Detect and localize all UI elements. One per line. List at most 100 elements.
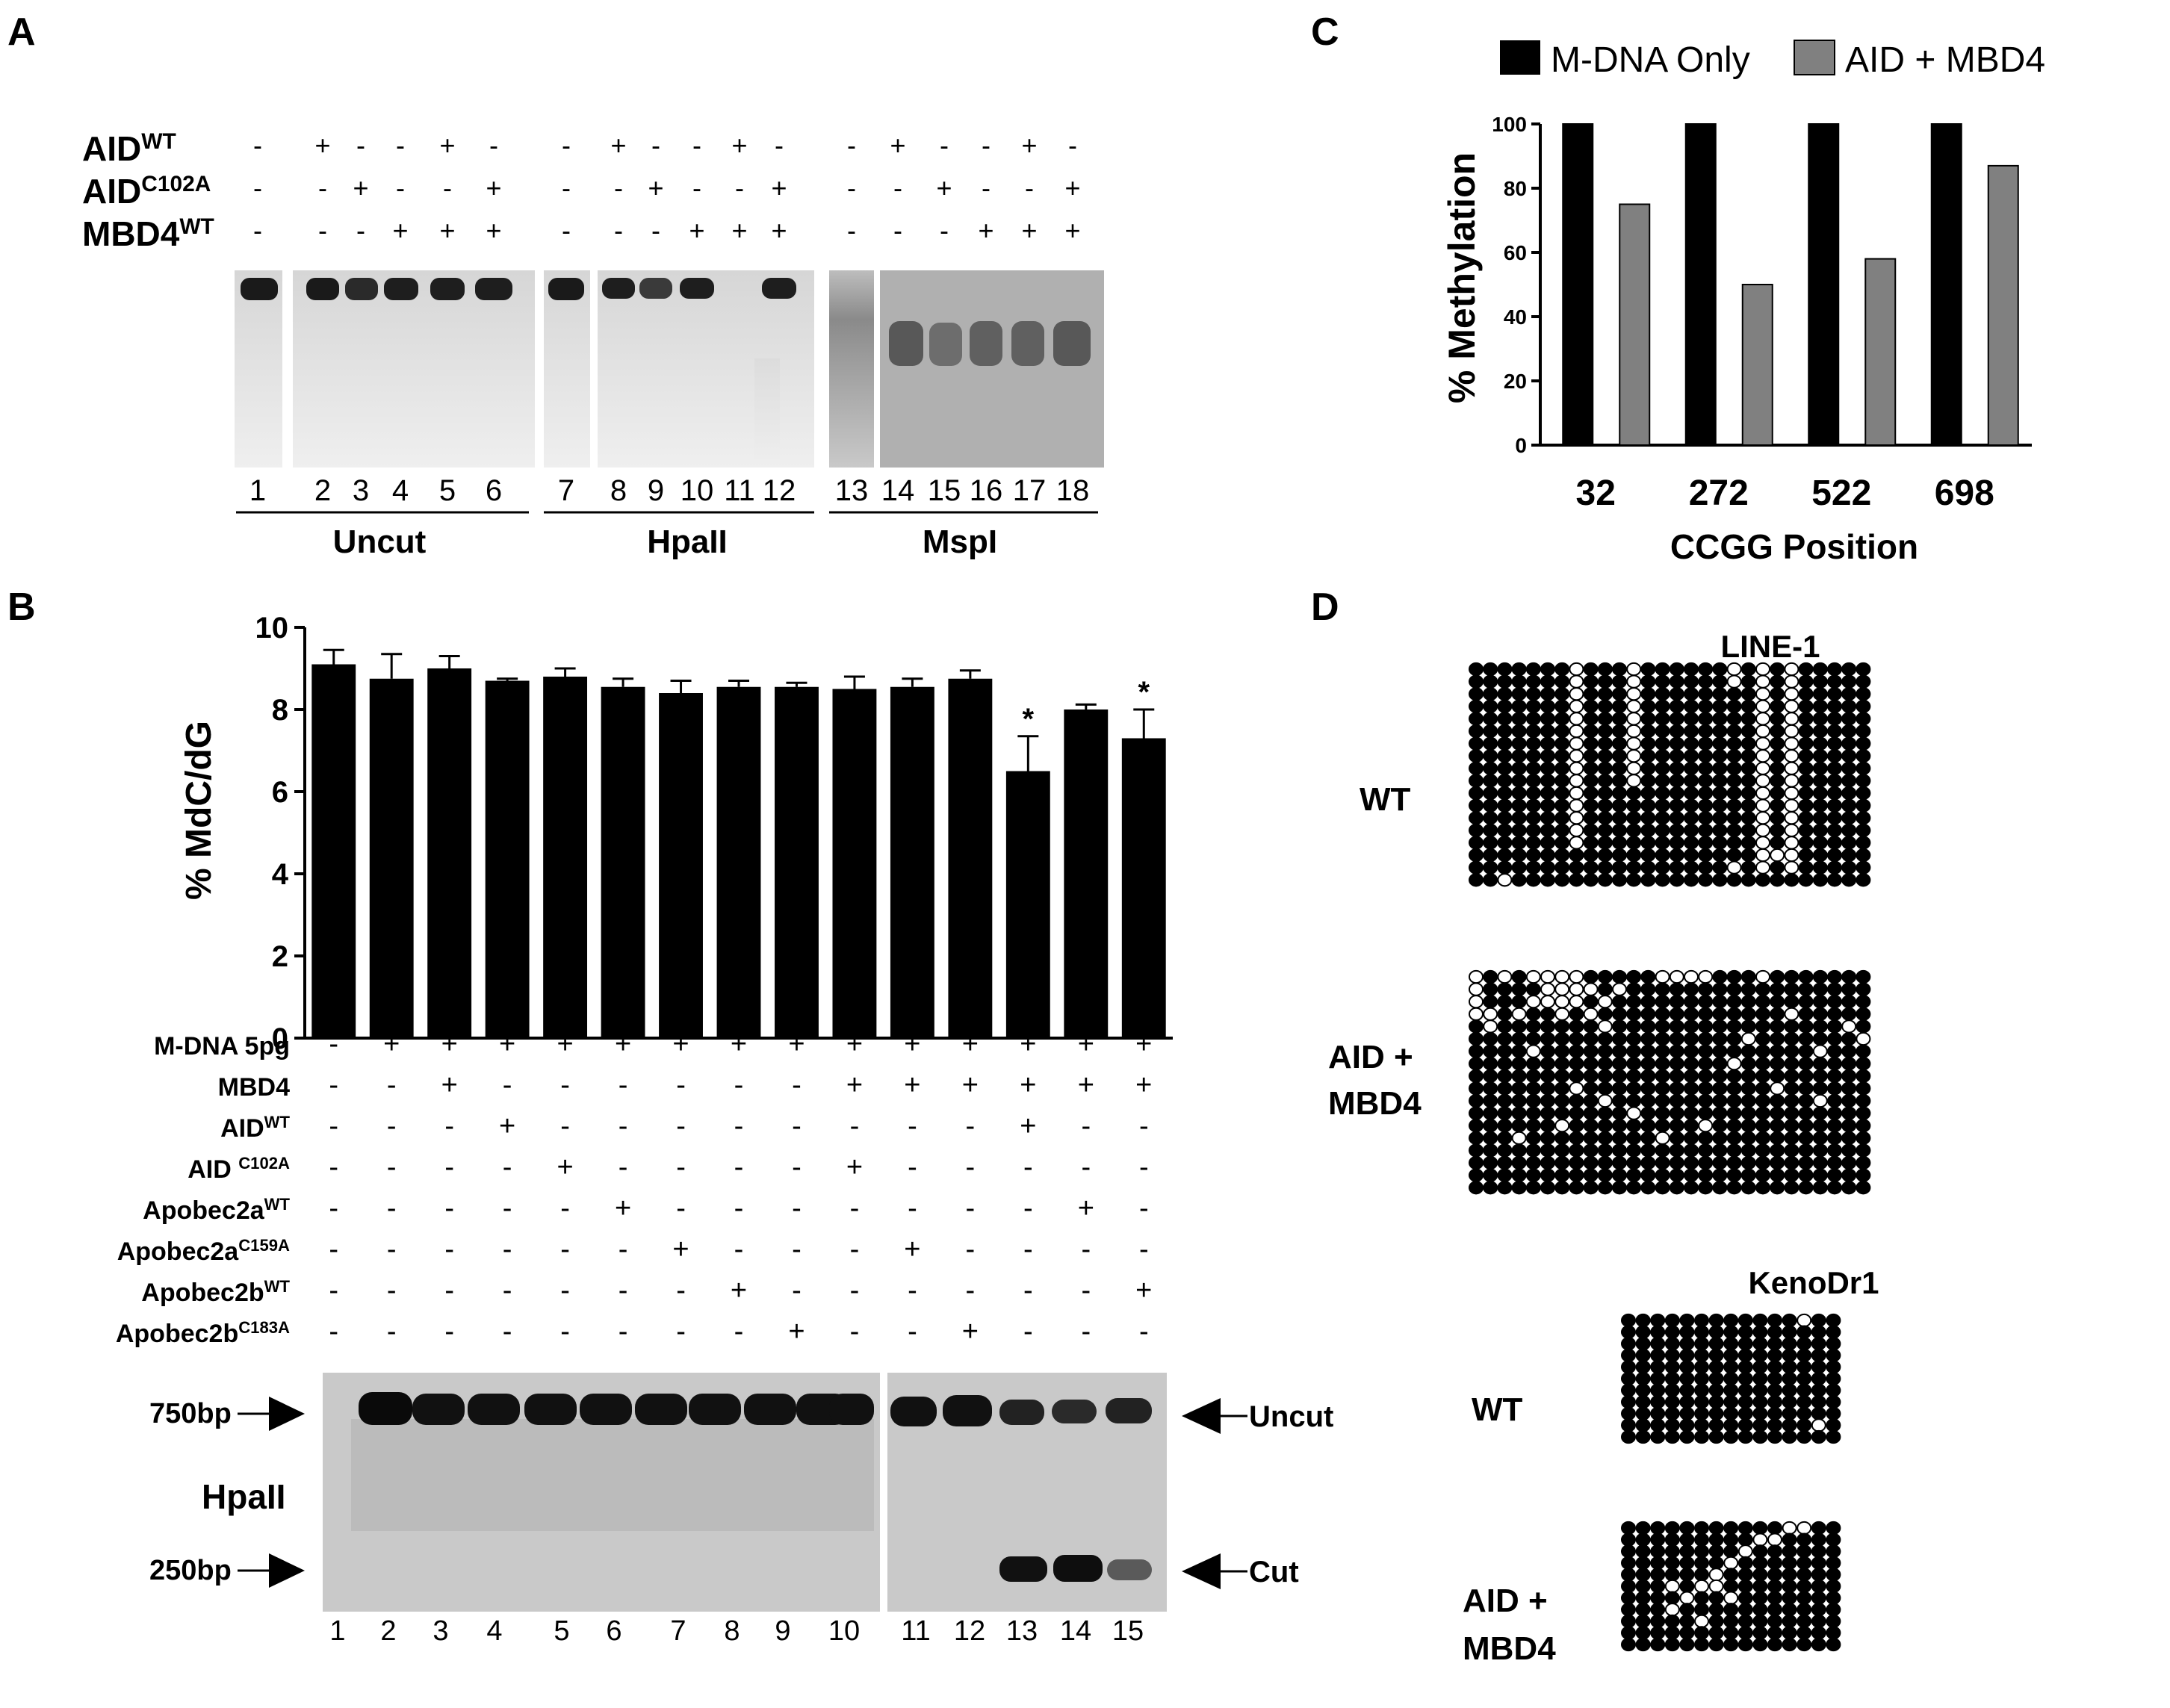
panel-b-sign: - (444, 1193, 454, 1224)
methylated-cpg (1612, 1155, 1627, 1170)
methylated-cpg (1797, 1418, 1812, 1432)
methylated-cpg (1684, 811, 1699, 825)
methylated-cpg (1540, 1168, 1555, 1182)
panel-b-sign: - (966, 1234, 976, 1265)
methylated-cpg (1497, 1019, 1513, 1034)
methylated-cpg (1597, 786, 1613, 801)
methylated-cpg (1740, 848, 1756, 863)
methylated-cpg (1684, 786, 1699, 801)
methylated-cpg (1812, 873, 1828, 887)
methylated-cpg (1511, 1031, 1527, 1046)
methylated-cpg (1650, 1418, 1666, 1432)
methylated-cpg (1621, 1637, 1636, 1652)
panel-b-sign: - (676, 1111, 686, 1142)
methylated-cpg (1612, 848, 1627, 863)
methylated-cpg (1612, 724, 1627, 739)
methylated-cpg (1640, 873, 1656, 887)
unmethylated-cpg (1755, 687, 1770, 701)
methylated-cpg (1597, 1119, 1613, 1133)
panel-c-bars: 32 272 522 698 (1562, 123, 2019, 513)
methylated-cpg (1841, 786, 1857, 801)
methylated-cpg (1726, 982, 1742, 996)
unmethylated-cpg (1626, 674, 1642, 689)
methylated-cpg (1812, 761, 1828, 775)
methylated-cpg (1655, 982, 1670, 996)
methylated-cpg (1655, 1057, 1670, 1071)
methylated-cpg (1621, 1325, 1636, 1339)
methylated-cpg (1723, 1544, 1739, 1559)
methylated-cpg (1483, 995, 1498, 1009)
methylated-cpg (1827, 823, 1842, 837)
methylated-cpg (1469, 1181, 1484, 1195)
methylated-cpg (1554, 873, 1570, 887)
methylated-cpg (1726, 1081, 1742, 1096)
methylated-cpg (1767, 1637, 1782, 1652)
methylated-cpg (1740, 699, 1756, 713)
methylated-cpg (1635, 1429, 1651, 1444)
methylated-cpg (1597, 724, 1613, 739)
methylated-cpg (1469, 1031, 1484, 1046)
methylated-cpg (1469, 724, 1484, 739)
methylated-cpg (1737, 1614, 1753, 1628)
methylated-cpg (1621, 1532, 1636, 1547)
cut-label: Cut (1249, 1556, 1299, 1589)
unmethylated-cpg (1569, 774, 1584, 788)
methylated-cpg (1770, 798, 1785, 813)
methylated-cpg (1708, 1556, 1724, 1570)
uncut-arrow (1182, 1398, 1221, 1434)
methylated-cpg (1752, 1325, 1768, 1339)
panel-a-lane-number: 16 (970, 474, 1003, 507)
methylated-cpg (1812, 1057, 1828, 1071)
unmethylated-cpg (1755, 674, 1770, 689)
methylated-cpg (1640, 736, 1656, 751)
unmethylated-cpg (1784, 674, 1799, 689)
methylated-cpg (1694, 1603, 1709, 1617)
panel-b-sign: - (387, 1069, 397, 1101)
methylated-cpg (1525, 736, 1541, 751)
panel-a-lane-number: 8 (610, 474, 627, 507)
methylated-cpg (1712, 836, 1728, 850)
methylated-cpg (1856, 848, 1871, 863)
unmethylated-cpg (1723, 1591, 1739, 1605)
methylated-cpg (1483, 1119, 1498, 1133)
methylated-cpg (1511, 774, 1527, 788)
methylated-cpg (1540, 749, 1555, 763)
methylated-cpg (1841, 1044, 1857, 1058)
methylated-cpg (1784, 1057, 1799, 1071)
methylated-cpg (1841, 749, 1857, 763)
methylated-cpg (1597, 687, 1613, 701)
methylated-cpg (1626, 1155, 1642, 1170)
panel-a-sign: - (735, 173, 744, 203)
panel-b-sign: + (1020, 1069, 1036, 1101)
methylated-cpg (1597, 662, 1613, 677)
methylated-cpg (1856, 1069, 1871, 1083)
methylated-cpg (1583, 873, 1599, 887)
methylated-cpg (1669, 1007, 1684, 1021)
methylated-cpg (1655, 1069, 1670, 1083)
methylated-cpg (1669, 786, 1684, 801)
methylated-cpg (1669, 982, 1684, 996)
methylated-cpg (1669, 736, 1684, 751)
panel-b-sign: + (615, 1028, 631, 1060)
methylated-cpg (1655, 1168, 1670, 1182)
methylated-cpg (1770, 1019, 1785, 1034)
methylated-cpg (1583, 1057, 1599, 1071)
methylated-cpg (1708, 1360, 1724, 1374)
methylated-cpg (1525, 761, 1541, 775)
methylated-cpg (1525, 836, 1541, 850)
methylated-cpg (1483, 823, 1498, 837)
methylated-cpg (1511, 1069, 1527, 1083)
panel-b-sign: + (788, 1316, 805, 1347)
significance-marker: * (1138, 676, 1150, 709)
methylated-cpg (1469, 1119, 1484, 1133)
methylated-cpg (1650, 1360, 1666, 1374)
methylated-cpg (1811, 1579, 1826, 1594)
methylated-cpg (1712, 1081, 1728, 1096)
methylated-cpg (1712, 736, 1728, 751)
panel-b-sign: - (1081, 1275, 1091, 1306)
methylated-cpg (1569, 1119, 1584, 1133)
methylated-cpg (1684, 662, 1699, 677)
methylated-cpg (1698, 687, 1714, 701)
methylated-cpg (1737, 1371, 1753, 1386)
panel-b-lane-number: 7 (670, 1615, 686, 1647)
